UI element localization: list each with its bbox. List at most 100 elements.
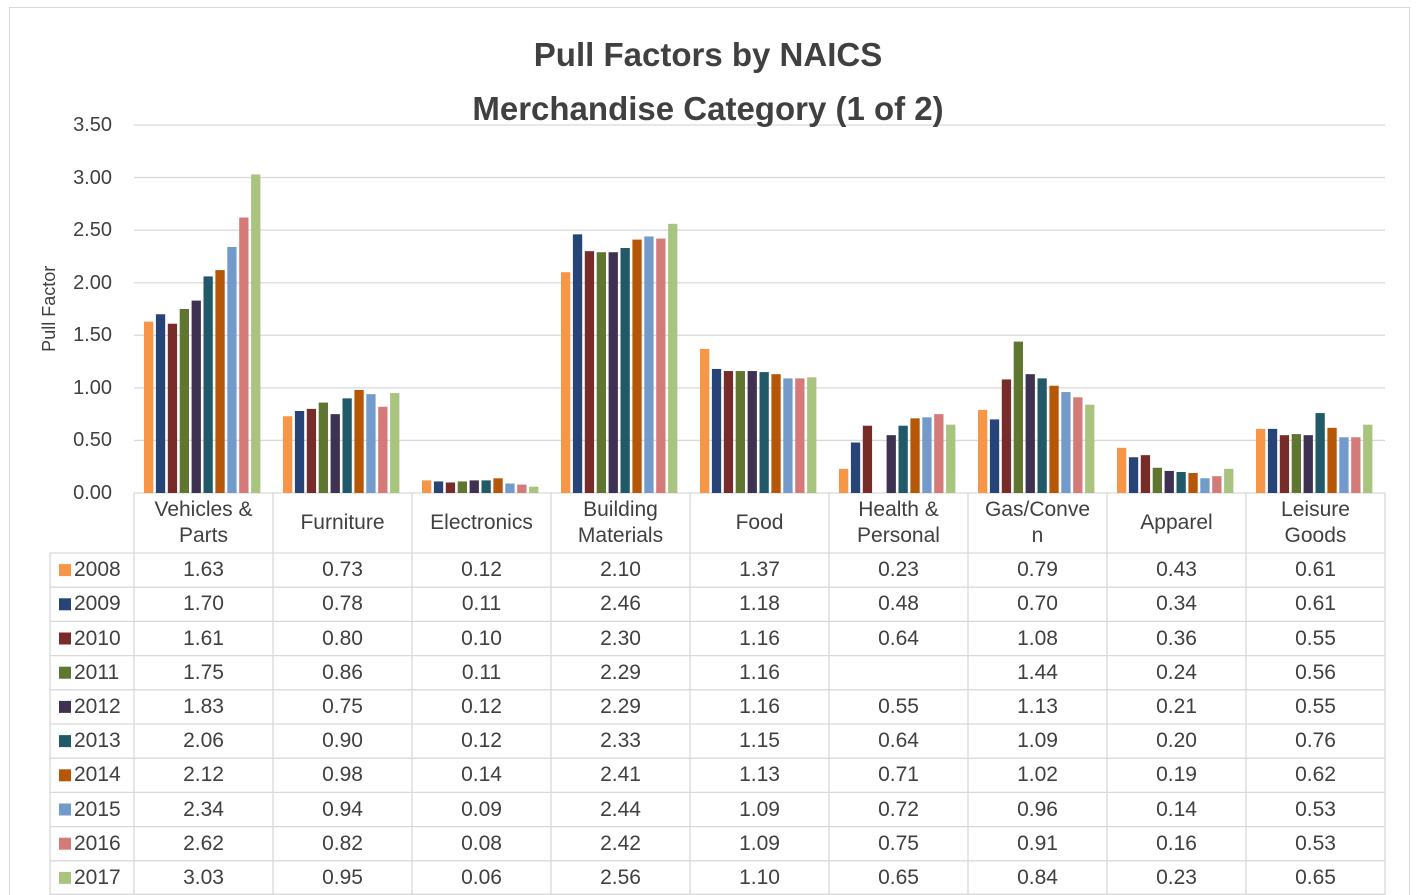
bar [1188, 473, 1198, 493]
table-value: 0.90 [322, 729, 363, 753]
legend-label: 2015 [74, 797, 121, 821]
legend-swatch [59, 735, 71, 748]
chart-border [9, 7, 1410, 895]
bar [1315, 413, 1325, 493]
table-value: 2.10 [600, 558, 641, 582]
y-tick-label: 2.00 [73, 271, 112, 294]
table-value: 2.34 [183, 797, 224, 821]
bar [771, 374, 781, 493]
bar [390, 393, 400, 493]
y-tick-label: 3.00 [73, 166, 112, 189]
table-value: 0.73 [322, 558, 363, 582]
bar [596, 252, 606, 493]
table-value: 0.64 [878, 626, 919, 650]
table-value: 2.62 [183, 831, 224, 855]
table-value: 0.48 [878, 592, 919, 616]
table-value: 0.94 [322, 797, 363, 821]
bar [330, 414, 340, 493]
legend-swatch [59, 564, 71, 577]
legend-label: 2013 [74, 729, 121, 753]
bar [179, 309, 189, 493]
table-value: 1.18 [739, 592, 780, 616]
y-tick-label: 3.50 [73, 114, 112, 136]
table-value: 0.76 [1295, 729, 1336, 753]
bar [1013, 341, 1023, 493]
y-tick-label: 1.00 [73, 376, 112, 399]
table-value: 0.43 [1156, 558, 1197, 582]
legend-swatch [59, 871, 71, 884]
table-value: 0.16 [1156, 831, 1197, 855]
bar [989, 419, 1000, 493]
bar [1001, 379, 1012, 493]
bar [700, 348, 710, 493]
table-value: 0.11 [461, 660, 502, 684]
legend-label: 2014 [74, 763, 121, 787]
table-value: 0.12 [461, 694, 502, 718]
table-value: 0.61 [1295, 558, 1336, 582]
bar [1128, 457, 1139, 493]
bar [155, 314, 166, 493]
bar [608, 252, 618, 493]
table-value: 0.24 [1156, 660, 1197, 684]
bar [433, 481, 444, 493]
table-value: 0.56 [1295, 660, 1336, 684]
legend-swatch [59, 598, 71, 611]
bar [283, 416, 293, 493]
bar [747, 371, 757, 493]
table-value: 0.96 [1017, 797, 1058, 821]
table-value: 0.61 [1295, 592, 1336, 616]
table-value: 0.53 [1295, 797, 1336, 821]
table-value: 1.16 [739, 660, 780, 684]
bar [505, 483, 515, 493]
table-value: 2.41 [600, 763, 641, 787]
table-value: 0.75 [322, 694, 363, 718]
bar [759, 372, 769, 493]
bar [1049, 385, 1059, 493]
table-value: 0.06 [461, 865, 502, 889]
bar [1164, 470, 1174, 493]
table-value: 0.95 [322, 865, 363, 889]
table-value: 0.11 [461, 592, 502, 616]
bar [1152, 467, 1162, 493]
table-value: 0.71 [878, 763, 919, 787]
table-value: 0.23 [1156, 865, 1197, 889]
y-tick-label: 2.50 [73, 219, 112, 242]
table-value: 2.44 [600, 797, 641, 821]
table-value: 0.98 [322, 763, 363, 787]
bar [1256, 428, 1266, 493]
bar [1267, 428, 1278, 493]
table-value: 0.62 [1295, 763, 1336, 787]
legend-label: 2008 [74, 558, 121, 582]
category-label: Food [735, 511, 784, 534]
table-value: 0.82 [322, 831, 363, 855]
table-value: 0.14 [1156, 797, 1197, 821]
table-value: 1.10 [739, 865, 780, 889]
legend-label: 2010 [74, 626, 121, 650]
table-value: 1.15 [739, 729, 780, 753]
bar [1037, 378, 1047, 493]
table-value: 0.70 [1017, 592, 1058, 616]
legend-swatch [59, 769, 71, 782]
bar [1363, 424, 1373, 493]
bar [144, 321, 154, 493]
table-value: 3.03 [183, 865, 224, 889]
legend-swatch [59, 666, 71, 679]
table-value: 0.55 [1295, 626, 1336, 650]
bar [978, 409, 988, 493]
table-value: 0.19 [1156, 763, 1197, 787]
bar [783, 378, 793, 493]
table-value: 0.10 [461, 626, 502, 650]
bar [529, 486, 539, 493]
bar [644, 236, 654, 494]
table-value: 0.65 [1295, 865, 1336, 889]
table-value: 0.91 [1017, 831, 1058, 855]
bar [366, 394, 376, 493]
table-value: 2.29 [600, 660, 641, 684]
legend-label: 2009 [74, 592, 121, 616]
category-label: Building Materials [577, 498, 664, 547]
y-tick-label: 0.00 [73, 482, 112, 504]
bar [167, 323, 178, 493]
bar [469, 480, 479, 493]
bar [1224, 468, 1234, 493]
